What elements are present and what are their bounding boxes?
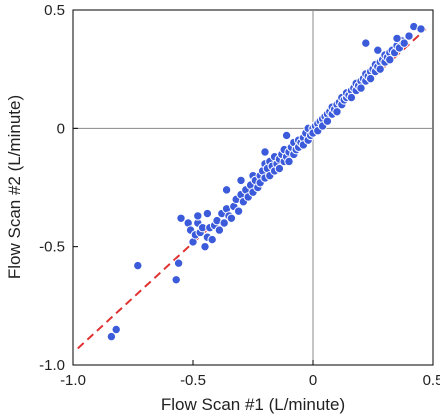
plot-frame	[72, 9, 434, 366]
scatter-point	[176, 213, 186, 223]
x-tick-label: -0.5	[180, 372, 206, 389]
scatter-point	[416, 24, 426, 34]
y-tick-label: 0.5	[44, 2, 65, 19]
x-tick-label: 0.5	[423, 372, 440, 389]
scatter-point	[361, 38, 371, 48]
scatter-point	[284, 156, 294, 167]
scatter-point	[202, 208, 213, 219]
y-tick-label: 0	[57, 120, 65, 137]
scatter-point	[207, 234, 217, 245]
scatter-point	[346, 92, 357, 103]
y-tick-label: -0.5	[39, 239, 65, 256]
scatter-point	[106, 331, 117, 342]
x-tick-label: 0	[309, 372, 317, 389]
scatter-point	[332, 107, 342, 117]
scatter-point	[399, 38, 409, 48]
y-axis-title: Flow Scan #2 (L/minute)	[5, 95, 24, 279]
zero-lines	[73, 10, 433, 365]
scatter-point	[173, 258, 184, 268]
scatter-point	[111, 324, 121, 335]
scatter-point	[281, 130, 292, 141]
scatter-point	[200, 241, 210, 252]
scatter-point	[322, 116, 333, 126]
scatter-point	[221, 185, 232, 195]
scatter-point	[226, 213, 237, 223]
scatter-point	[392, 33, 402, 44]
x-tick-label: -1.0	[60, 372, 86, 389]
scatter-point	[373, 45, 383, 55]
scatter-point	[365, 73, 376, 84]
scatter-point	[260, 147, 270, 157]
y-tick-label: -1.0	[39, 357, 65, 374]
scatter-point	[214, 225, 225, 235]
scatter-points	[106, 21, 426, 342]
scatter-point	[219, 218, 229, 228]
scatter-point	[375, 64, 385, 74]
scatter-point	[385, 55, 395, 65]
scatter-point	[404, 31, 414, 41]
scatter-point	[171, 275, 181, 285]
axis-ticks: -1.0 -0.5 0 0.5 -1.0 -0.5 0 0.5	[39, 2, 440, 389]
scatter-point	[193, 211, 203, 221]
scatter-point	[236, 175, 246, 186]
scatter-point	[274, 163, 285, 174]
scatter-point	[133, 260, 143, 271]
x-axis-title: Flow Scan #1 (L/minute)	[161, 395, 345, 414]
scatter-point	[233, 206, 244, 216]
scatter-point	[356, 83, 366, 93]
